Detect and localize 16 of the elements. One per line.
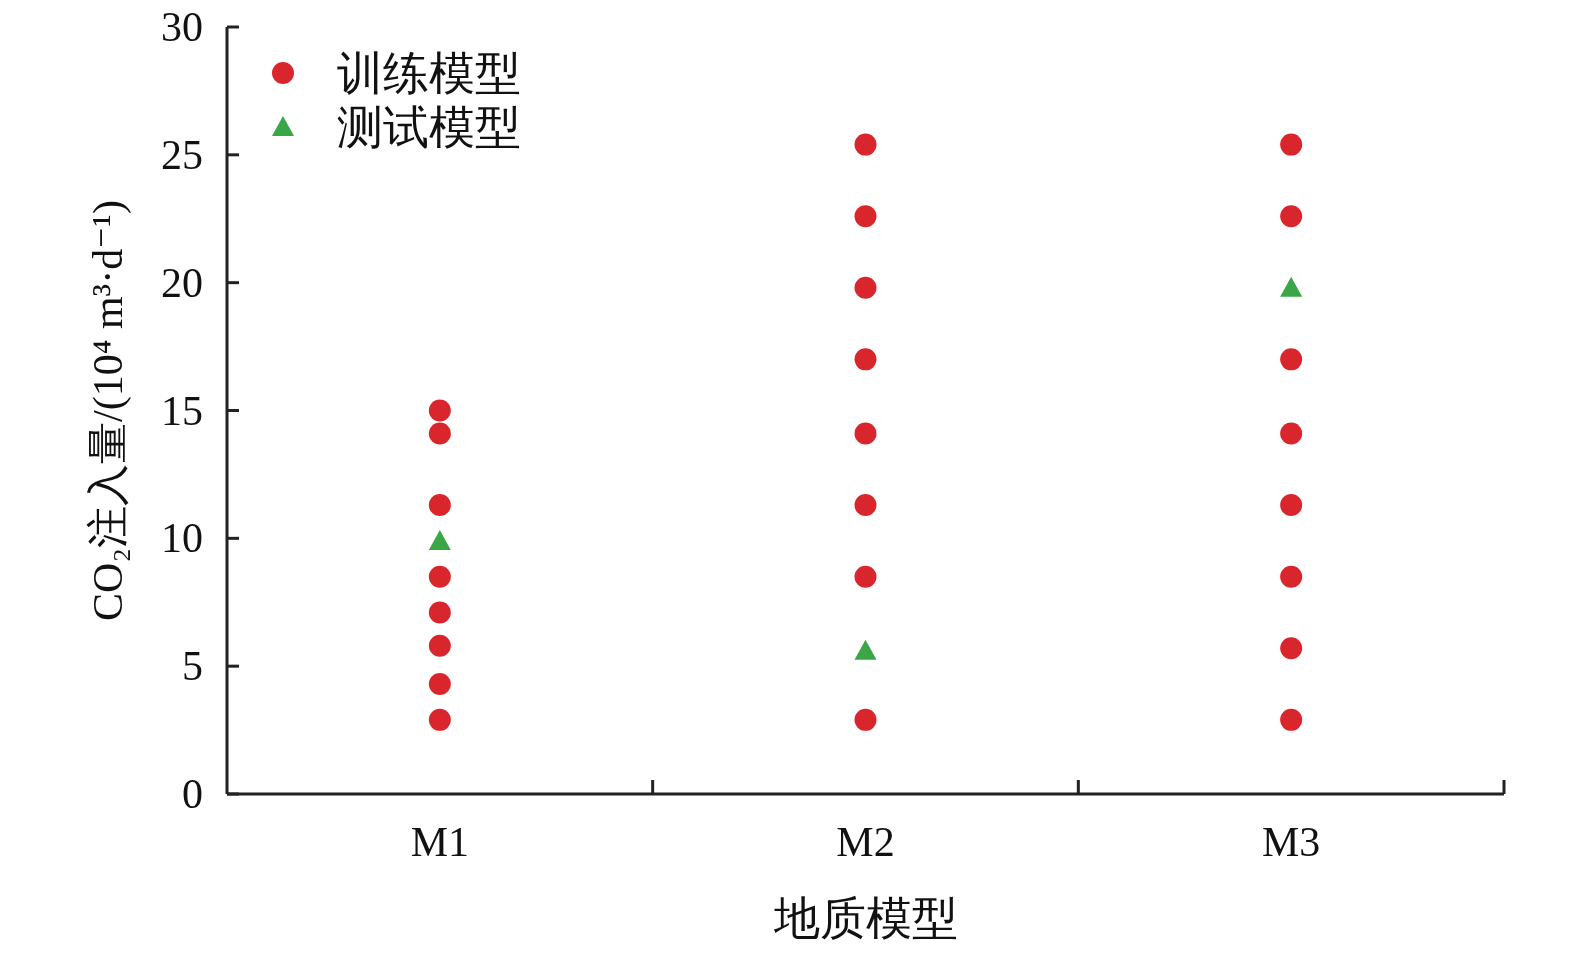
x-tick-label: M2 [836, 819, 895, 865]
y-tick-label: 30 [161, 4, 203, 50]
y-tick-label: 25 [161, 131, 203, 178]
y-axis-title: CO₂注入量/(10⁴ m³·d⁻¹) [85, 200, 132, 621]
x-axis-title: 地质模型 [772, 893, 958, 944]
legend-label: 测试模型 [337, 102, 521, 153]
legend-label: 训练模型 [337, 48, 521, 99]
x-tick-label: M3 [1261, 819, 1321, 865]
y-tick-label: 20 [161, 259, 203, 306]
x-tick-label: M1 [410, 819, 470, 865]
y-tick-label: 5 [182, 643, 203, 690]
legend-item: 训练模型 [272, 48, 521, 99]
y-tick-label: 15 [161, 387, 203, 434]
y-tick-label: 10 [161, 515, 203, 562]
y-tick-label: 0 [182, 771, 203, 817]
legend-item: 测试模型 [272, 102, 521, 153]
